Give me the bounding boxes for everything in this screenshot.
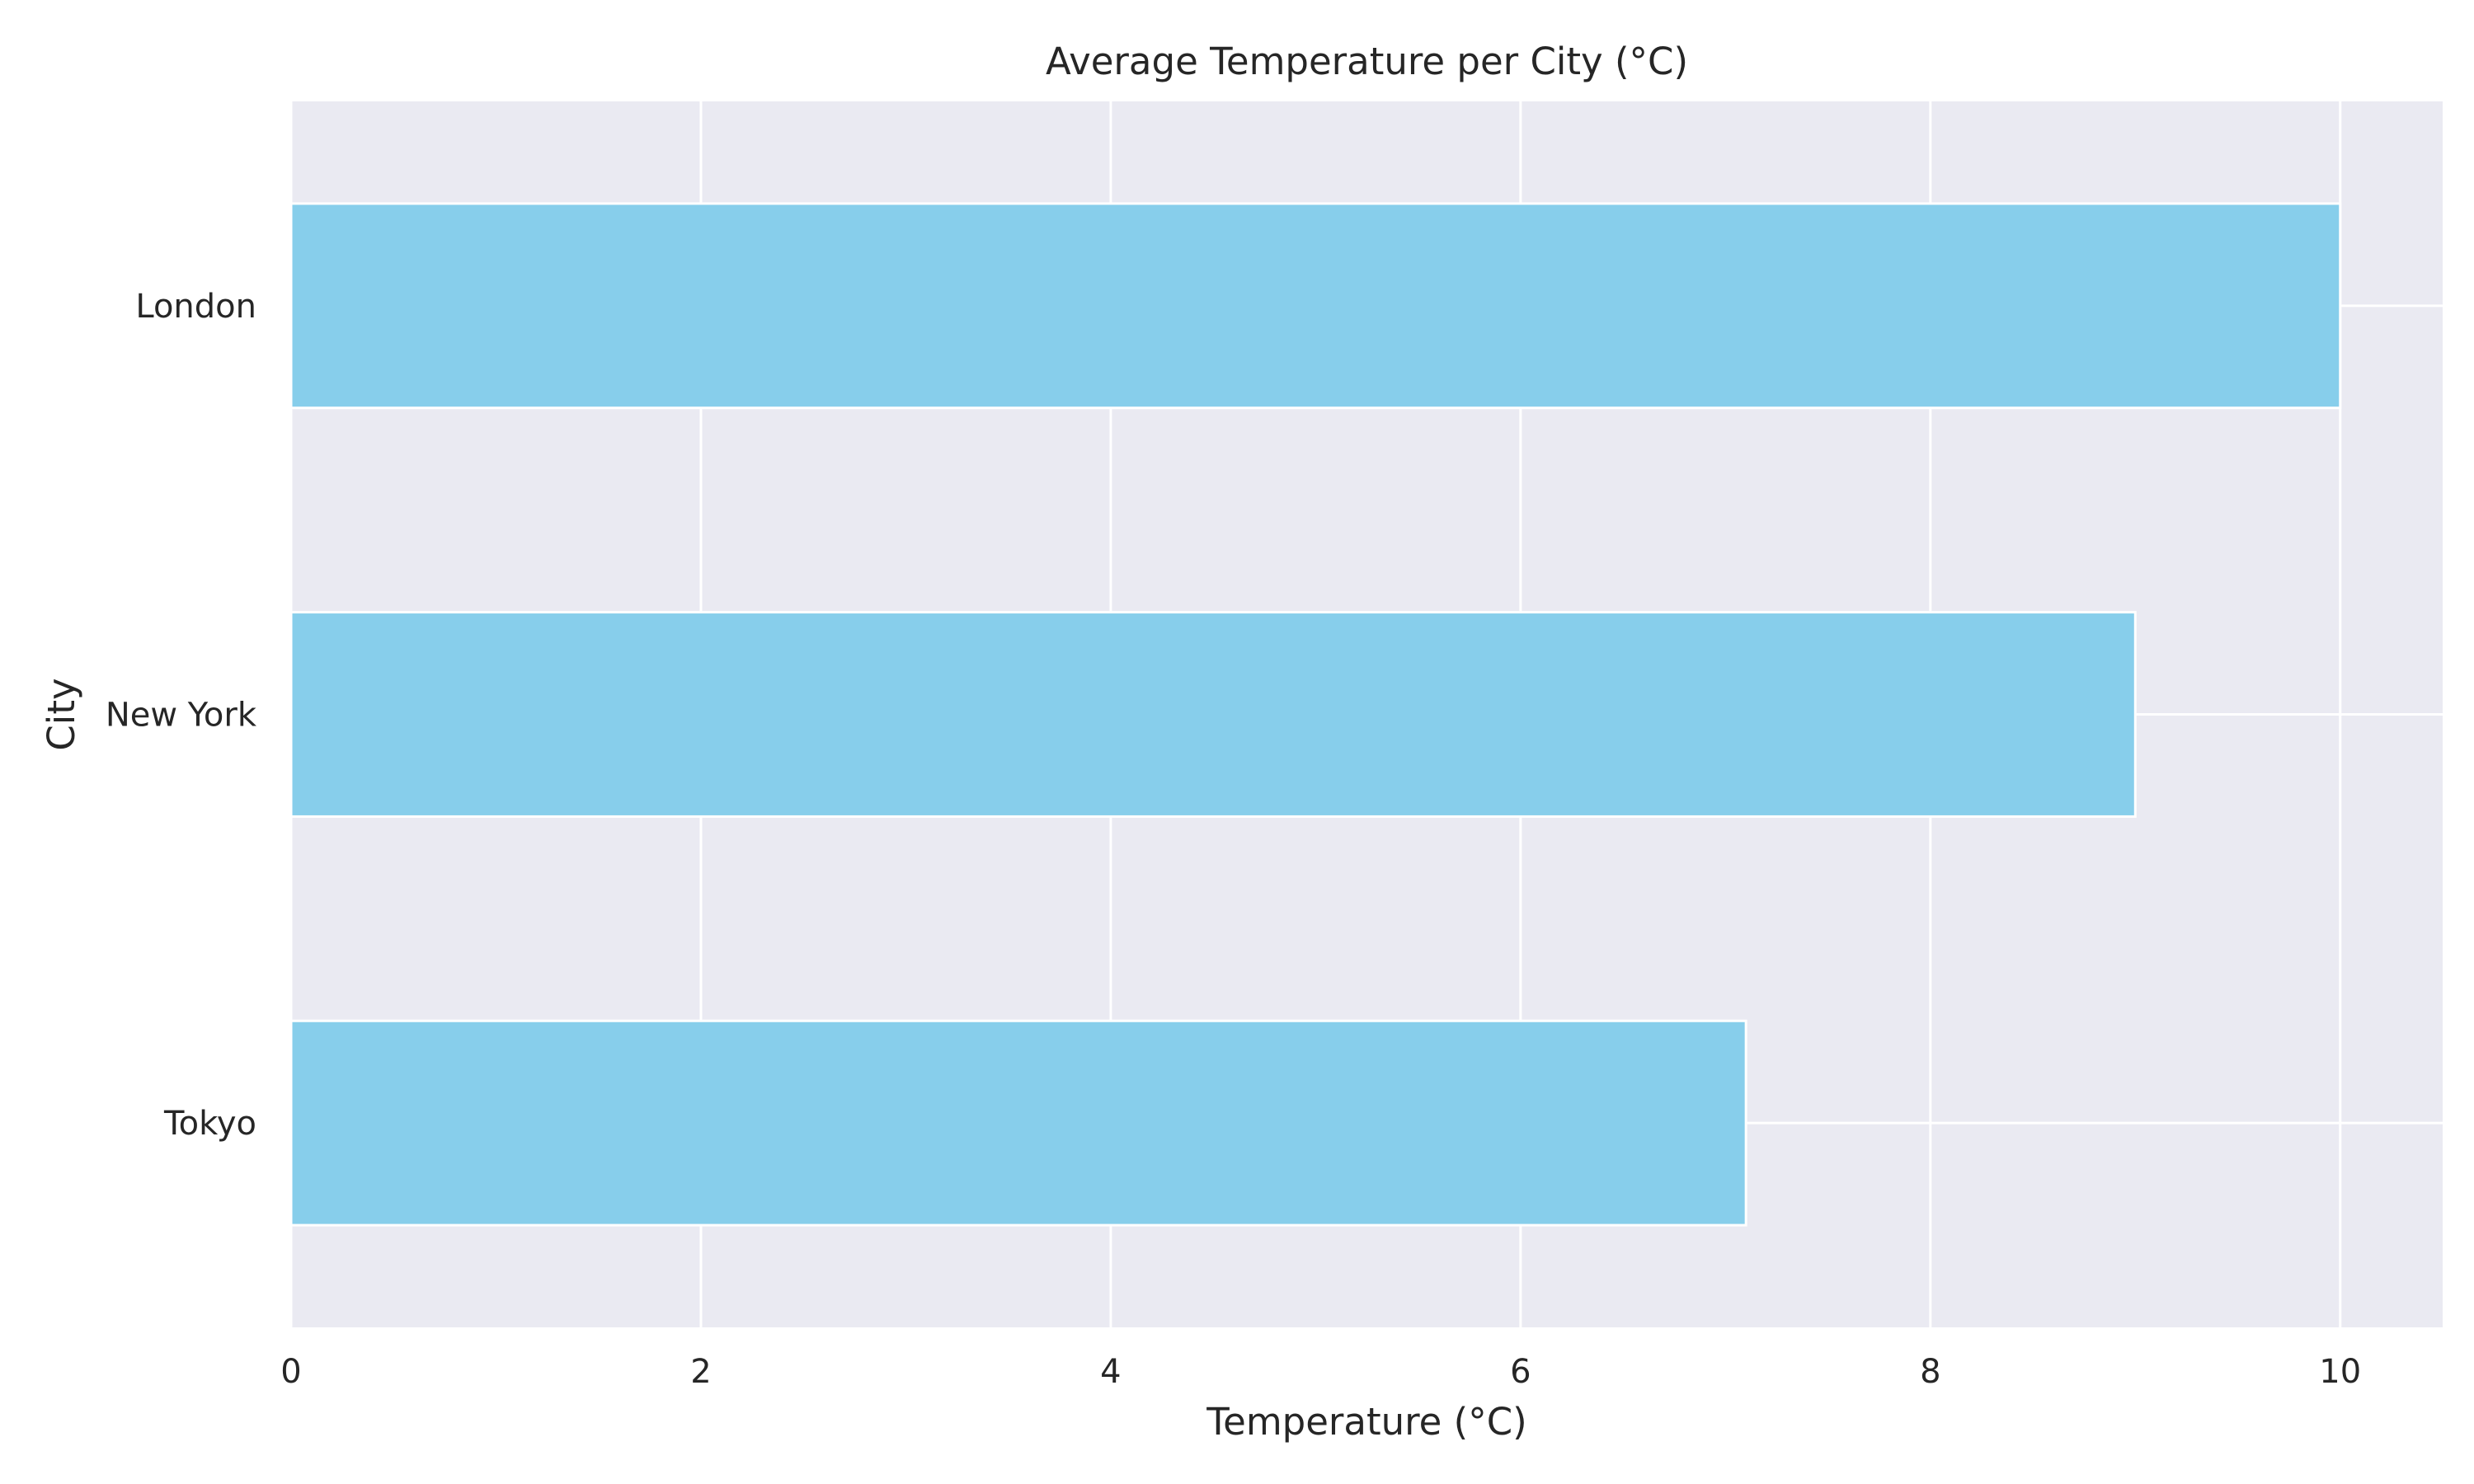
x-tick-label: 2 <box>690 1353 711 1391</box>
bar <box>289 202 2342 410</box>
bar <box>289 1019 1747 1227</box>
y-tick-label: New York <box>106 697 257 735</box>
x-tick-label: 8 <box>1920 1353 1940 1391</box>
chart-title: Average Temperature per City (°C) <box>1046 40 1688 83</box>
bar <box>289 611 2137 818</box>
bars <box>289 202 2342 1227</box>
y-axis-label: City <box>40 678 83 750</box>
y-tick-label: London <box>135 288 256 326</box>
x-tick-label: 10 <box>2319 1353 2361 1391</box>
y-tick-label: Tokyo <box>163 1105 256 1143</box>
x-tick-label: 0 <box>280 1353 301 1391</box>
x-axis-label: Temperature (°C) <box>1206 1400 1526 1444</box>
x-tick-label: 4 <box>1100 1353 1121 1391</box>
x-tick-label: 6 <box>1510 1353 1531 1391</box>
y-axis-ticks: London New York Tokyo <box>106 288 257 1143</box>
x-axis-ticks: 0 2 4 6 8 10 <box>280 1353 2361 1391</box>
